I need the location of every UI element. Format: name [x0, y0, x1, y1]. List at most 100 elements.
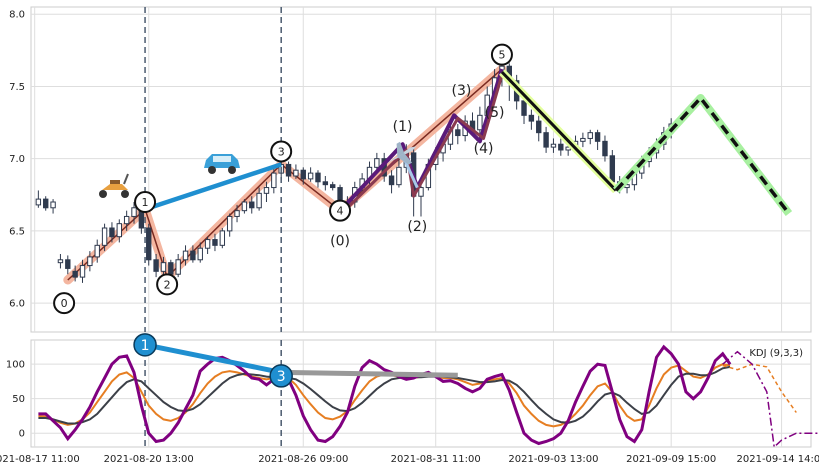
candle-body — [153, 259, 159, 272]
plane-icon — [387, 141, 417, 165]
x-tick-label: 2021-08-31 11:00 — [391, 454, 481, 465]
price-panel — [30, 6, 812, 333]
candle-body — [418, 187, 424, 197]
kdj-y-tick: 50 — [12, 394, 25, 405]
candle-body — [160, 262, 167, 272]
candle-body — [374, 158, 380, 168]
wave-label-circle — [270, 140, 293, 163]
wave-label: (5) — [485, 105, 505, 121]
wave-label: 1 — [142, 196, 149, 209]
x-tick-label: 2021-09-14 14:00 — [737, 454, 819, 465]
candle-body — [263, 187, 270, 194]
scooter-icon — [99, 173, 129, 198]
kdj-marker-label: 3 — [277, 369, 286, 385]
candle-body — [116, 223, 123, 238]
wave-label: (4) — [474, 141, 494, 157]
candle-body — [293, 169, 299, 177]
wave-label: 5 — [498, 49, 505, 62]
candle-body — [536, 120, 542, 134]
candle-body — [190, 250, 196, 261]
kdj-marker-circle — [133, 333, 157, 357]
candle-body — [197, 247, 203, 261]
projection-solid-line — [500, 70, 618, 192]
projection-dashed-line — [614, 96, 791, 215]
candle-body — [72, 270, 78, 278]
wave-label: 0 — [61, 297, 68, 310]
candle-body — [543, 132, 549, 148]
wave-label-circle — [53, 292, 76, 315]
plane-wing — [396, 141, 405, 158]
price-y-tick: 7.0 — [9, 154, 25, 165]
kdj-trend-gray — [281, 369, 458, 378]
wave-sub-dark — [346, 74, 504, 209]
candle-body — [558, 143, 564, 151]
kdj-legend: KDJ (9,3,3) — [749, 348, 803, 359]
candle-body — [315, 172, 321, 183]
wave-label-circle — [329, 199, 352, 222]
price-y-tick: 6.0 — [9, 299, 25, 310]
price-y-tick: 6.5 — [9, 226, 25, 237]
scooter-handle — [123, 173, 129, 185]
candle-body — [226, 215, 233, 232]
candle-body — [477, 114, 483, 131]
wave-label: 3 — [278, 145, 285, 158]
trend-blue-line — [144, 162, 282, 212]
candle-body — [528, 114, 535, 122]
wave-label: 4 — [337, 205, 344, 218]
candle-body — [131, 207, 137, 217]
candle-body — [609, 155, 616, 183]
candle-body — [455, 129, 461, 137]
candle-body — [101, 227, 108, 246]
wave-label: (3) — [452, 83, 472, 99]
wave-label-circle — [134, 191, 157, 213]
wave-label: 2 — [164, 278, 171, 291]
car-wheel — [228, 166, 236, 174]
wave-label-circle — [156, 273, 179, 296]
x-tick-label: 2021-08-20 13:00 — [104, 454, 194, 465]
candle-body — [175, 259, 181, 275]
candle-body — [329, 184, 336, 189]
x-tick-label: 2021-09-09 15:00 — [626, 454, 716, 465]
car-icon — [204, 154, 240, 174]
price-y-tick: 8.0 — [9, 10, 25, 21]
kdj-trend-blue — [144, 342, 282, 375]
kdj-j-projection — [722, 350, 819, 449]
kdj-marker-circle — [269, 364, 293, 388]
candle-body — [388, 175, 395, 186]
candle-body — [249, 201, 255, 209]
candle-body — [35, 198, 42, 206]
candle-body — [521, 100, 527, 116]
candle-body — [123, 215, 130, 225]
candle-body — [241, 201, 248, 212]
candle-body — [322, 181, 329, 186]
candle-body — [87, 256, 93, 267]
wave-sub-purple — [338, 68, 504, 213]
candle-body — [79, 265, 86, 278]
kdj-panel — [30, 339, 812, 448]
candle-body — [65, 259, 71, 269]
kdj-line-j — [38, 344, 732, 446]
candle-body — [234, 210, 240, 217]
wave-label: (2) — [407, 219, 427, 235]
x-tick-label: 2021-08-26 09:00 — [258, 454, 348, 465]
candle-body — [256, 192, 262, 209]
candle-body — [300, 169, 306, 180]
candle-body — [57, 259, 64, 264]
price-y-tick: 7.5 — [9, 82, 25, 93]
candle-body — [94, 244, 100, 258]
candle-body — [550, 143, 557, 148]
candle-body — [182, 250, 189, 261]
kdj-y-tick: 0 — [19, 429, 25, 440]
candle-body — [43, 198, 49, 209]
scooter-body — [102, 184, 128, 190]
candle-body — [50, 201, 56, 209]
wave-label: (0) — [330, 233, 350, 249]
candle-body — [307, 172, 314, 180]
x-tick-label: 2021-09-03 13:00 — [508, 454, 598, 465]
car-wheel — [208, 166, 216, 174]
candle-body — [271, 172, 277, 189]
scooter-wheel — [99, 190, 107, 198]
candle-body — [580, 137, 586, 142]
